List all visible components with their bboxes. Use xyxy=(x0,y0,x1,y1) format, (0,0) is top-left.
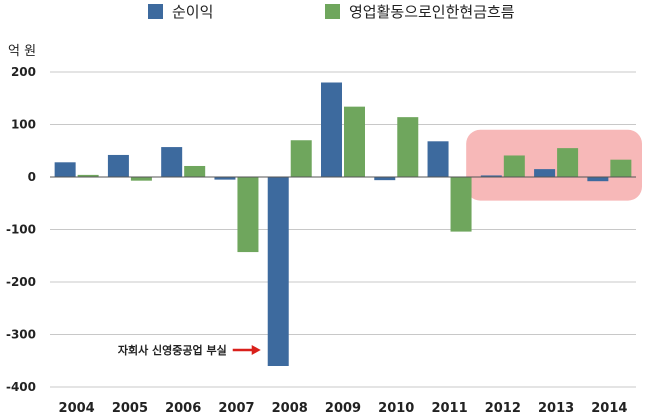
bar-net-income xyxy=(54,162,76,177)
x-tick-label: 2006 xyxy=(165,401,201,416)
x-tick-label: 2010 xyxy=(378,401,414,416)
annotation: 자회사 신영중공업 부실 xyxy=(118,343,261,357)
bar-net-income xyxy=(107,154,129,177)
legend-label: 순이익 xyxy=(172,3,213,21)
x-tick-label: 2013 xyxy=(538,401,574,416)
bar-operating-cashflow xyxy=(557,148,579,177)
legend-label: 영업활동으로인한현금흐름 xyxy=(349,3,515,21)
y-tick-label: -300 xyxy=(6,328,36,342)
bar-operating-cashflow xyxy=(344,106,365,177)
bar-operating-cashflow xyxy=(130,177,152,181)
bar-net-income xyxy=(321,82,342,177)
highlight-box xyxy=(466,129,642,201)
x-tick-labels: 2004 2005 2006 2007 2008 2009 2010 2011 2012 2013… xyxy=(59,401,628,416)
x-tick-label: 2005 xyxy=(112,401,148,416)
y-tick-label: -100 xyxy=(6,223,36,237)
grid-lines xyxy=(50,71,636,388)
bar-operating-cashflow xyxy=(237,177,259,253)
bar-operating-cashflow xyxy=(610,159,632,177)
annotation-text: 자회사 신영중공업 부실 xyxy=(118,343,227,357)
bar-net-income xyxy=(534,169,556,177)
y-axis-label: 억 원 xyxy=(8,44,36,59)
x-tick-label: 2008 xyxy=(272,401,308,416)
x-tick-label: 2009 xyxy=(325,401,361,416)
bar-operating-cashflow xyxy=(184,165,206,177)
bar-net-income xyxy=(480,175,502,177)
annotation-arrow-head xyxy=(251,345,261,355)
y-tick-labels: 200 100 0 -100 -200 -300 -400 xyxy=(6,65,36,394)
x-tick-label: 2012 xyxy=(485,401,521,416)
bar-net-income xyxy=(161,147,183,177)
bar-net-income xyxy=(374,177,396,181)
bar-net-income xyxy=(587,177,609,182)
bars xyxy=(54,82,632,366)
y-tick-label: -200 xyxy=(6,275,36,289)
bar-net-income xyxy=(427,141,449,177)
bar-operating-cashflow xyxy=(450,177,472,232)
bar-operating-cashflow xyxy=(77,174,99,177)
x-tick-label: 2011 xyxy=(431,401,467,416)
y-tick-label: 200 xyxy=(11,65,36,79)
x-tick-label: 2004 xyxy=(59,401,95,416)
highlight-region xyxy=(466,129,642,201)
legend-swatch xyxy=(148,4,163,19)
bar-net-income xyxy=(214,177,236,180)
y-tick-label: -400 xyxy=(6,380,36,394)
bar-net-income xyxy=(267,177,289,366)
bar-operating-cashflow xyxy=(397,117,419,177)
x-tick-label: 2014 xyxy=(591,401,627,416)
legend: 순이익 영업활동으로인한현금흐름 xyxy=(148,3,515,21)
bar-operating-cashflow xyxy=(290,140,312,177)
y-tick-label: 100 xyxy=(11,118,36,132)
y-tick-label: 0 xyxy=(28,170,36,184)
x-tick-label: 2007 xyxy=(218,401,254,416)
legend-swatch xyxy=(325,4,340,19)
bar-operating-cashflow xyxy=(503,155,525,177)
